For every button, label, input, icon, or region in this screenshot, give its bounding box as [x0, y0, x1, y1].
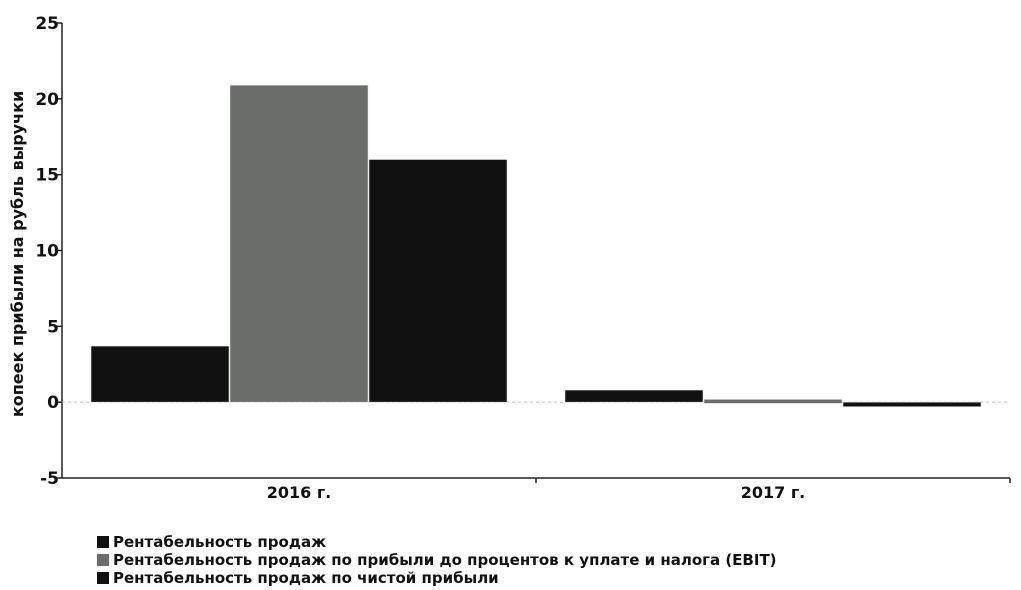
- y-tick-label: 20: [35, 90, 59, 110]
- y-tick-label: 15: [35, 166, 59, 186]
- y-tick-label: 25: [35, 14, 59, 34]
- y-tick-label: 5: [47, 317, 59, 337]
- legend-swatch: [97, 572, 109, 584]
- x-tick-label: 2017 г.: [741, 483, 806, 502]
- bar-1-2: [564, 389, 704, 403]
- y-tick-label: -5: [40, 469, 59, 489]
- bar-3-1: [368, 159, 508, 403]
- y-axis-label: копеек прибыли на рубль выручки: [8, 91, 27, 417]
- y-tick-label: 0: [47, 393, 59, 413]
- legend-label: Рентабельность продаж по прибыли до проц…: [113, 551, 777, 569]
- legend-swatch: [97, 554, 109, 566]
- x-tick-label: 2016 г.: [267, 483, 332, 502]
- bar-2-1: [229, 84, 369, 403]
- legend-label: Рентабельность продаж: [113, 533, 326, 551]
- legend-label: Рентабельность продаж по чистой прибыли: [113, 569, 499, 587]
- bar-3-2: [842, 401, 982, 408]
- bar-1-1: [90, 345, 230, 403]
- legend-swatch: [97, 536, 109, 548]
- y-tick-label: 10: [35, 242, 59, 262]
- bars: [90, 84, 982, 408]
- axes: 25 20 15 10 5 0 -5 2016 г. 2017 г.: [35, 14, 1011, 502]
- bar-2-2: [703, 399, 843, 404]
